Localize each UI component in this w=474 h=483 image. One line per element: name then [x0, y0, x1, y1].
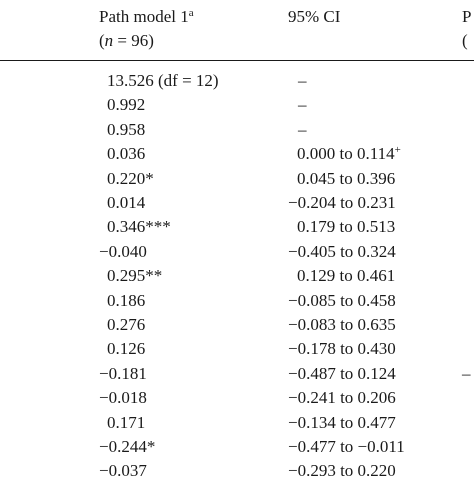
path-coefficient: −0.018 [99, 388, 147, 407]
ci-superscript: + [394, 144, 401, 156]
confidence-interval: – [298, 118, 307, 142]
next-column-fragment: – [462, 364, 471, 383]
path-coefficient: 0.171 [107, 413, 146, 432]
table-row: 0.186 −0.085 to 0.458 [0, 289, 474, 313]
table-row: −0.018 −0.241 to 0.206 [0, 386, 474, 410]
confidence-interval: −0.178 to 0.430 [288, 337, 396, 361]
path-coefficient: 0.958 [107, 120, 146, 139]
table-row: 0.014 −0.204 to 0.231 [0, 191, 474, 215]
confidence-interval: 0.179 to 0.513 [297, 215, 395, 239]
table-row: 0.126 −0.178 to 0.430 [0, 337, 474, 361]
n-variable: n [104, 31, 114, 50]
table-row: −0.037 −0.293 to 0.220 [0, 459, 474, 483]
ci-text: −0.134 to 0.477 [288, 413, 396, 432]
column-header-95-ci: 95% CI [288, 7, 341, 26]
ci-text: – [298, 71, 307, 90]
n-value: = 96) [113, 31, 154, 50]
footnote-marker: a [188, 7, 194, 19]
confidence-interval: −0.083 to 0.635 [288, 313, 396, 337]
confidence-interval: −0.487 to 0.124 [288, 362, 396, 386]
path-coefficient: 13.526 (df = 12) [107, 71, 219, 90]
path-coefficient: −0.244* [99, 437, 156, 456]
ci-text: 0.045 to 0.396 [297, 169, 396, 188]
ci-text: 0.000 to 0.114 [297, 144, 395, 163]
table-row: 0.958 – [0, 118, 474, 142]
confidence-interval: – [298, 93, 307, 117]
path-coefficient: −0.040 [99, 242, 147, 261]
confidence-interval: −0.134 to 0.477 [288, 411, 396, 435]
confidence-interval: −0.204 to 0.231 [288, 191, 396, 215]
ci-text: −0.241 to 0.206 [288, 388, 396, 407]
ci-text: – [298, 95, 307, 114]
path-coefficient: 0.276 [107, 315, 146, 334]
path-coefficient: 0.295** [107, 266, 163, 285]
ci-text: 0.179 to 0.513 [297, 217, 396, 236]
table-row: −0.244* −0.477 to −0.011 [0, 435, 474, 459]
table-row: −0.040 −0.405 to 0.324 [0, 240, 474, 264]
table-row: 0.220* 0.045 to 0.396 [0, 167, 474, 191]
ci-text: 0.129 to 0.461 [297, 266, 396, 285]
confidence-interval: 0.045 to 0.396 [297, 167, 395, 191]
ci-text: −0.178 to 0.430 [288, 339, 396, 358]
ci-text: −0.083 to 0.635 [288, 315, 396, 334]
ci-text: −0.085 to 0.458 [288, 291, 396, 310]
path-coefficient: 0.014 [107, 193, 146, 212]
path-coefficient: 0.346*** [107, 217, 171, 236]
path-coefficient: 0.036 [107, 144, 146, 163]
table-row: 0.171 −0.134 to 0.477 [0, 411, 474, 435]
ci-text: −0.204 to 0.231 [288, 193, 396, 212]
column-header-fragment-2: ( [462, 31, 468, 50]
ci-text: −0.477 to −0.011 [288, 437, 405, 456]
confidence-interval: – [298, 69, 307, 93]
table-row: 0.276 −0.083 to 0.635 [0, 313, 474, 337]
column-header-path-model-1: Path model 1a [99, 5, 194, 29]
column-header-fragment: P [462, 7, 472, 26]
path-coefficient: 0.186 [107, 291, 146, 310]
confidence-interval: −0.293 to 0.220 [288, 459, 396, 483]
path-coefficient: 0.992 [107, 95, 146, 114]
path-coefficient: −0.037 [99, 461, 147, 480]
table-row: 0.992 – [0, 93, 474, 117]
confidence-interval: −0.241 to 0.206 [288, 386, 396, 410]
table-row: 0.036 0.000 to 0.114+ [0, 142, 474, 166]
confidence-interval: −0.085 to 0.458 [288, 289, 396, 313]
table-row: 0.346*** 0.179 to 0.513 [0, 215, 474, 239]
table-row: 0.295** 0.129 to 0.461 [0, 264, 474, 288]
confidence-interval: 0.000 to 0.114+ [297, 142, 401, 166]
ci-text: −0.405 to 0.324 [288, 242, 396, 261]
header-rule [0, 60, 474, 61]
confidence-interval: −0.405 to 0.324 [288, 240, 396, 264]
header-text: Path model 1 [99, 7, 189, 26]
confidence-interval: −0.477 to −0.011 [288, 435, 405, 459]
confidence-interval: 0.129 to 0.461 [297, 264, 395, 288]
path-coefficient: −0.181 [99, 364, 147, 383]
ci-text: −0.293 to 0.220 [288, 461, 396, 480]
column-header-sample-size: (n = 96) [99, 31, 154, 50]
table-row: −0.181 −0.487 to 0.124 – [0, 362, 474, 386]
table-row: 13.526 (df = 12) – [0, 69, 474, 93]
ci-text: – [298, 120, 307, 139]
path-coefficient: 0.126 [107, 339, 146, 358]
ci-text: −0.487 to 0.124 [288, 364, 396, 383]
path-coefficient: 0.220* [107, 169, 154, 188]
